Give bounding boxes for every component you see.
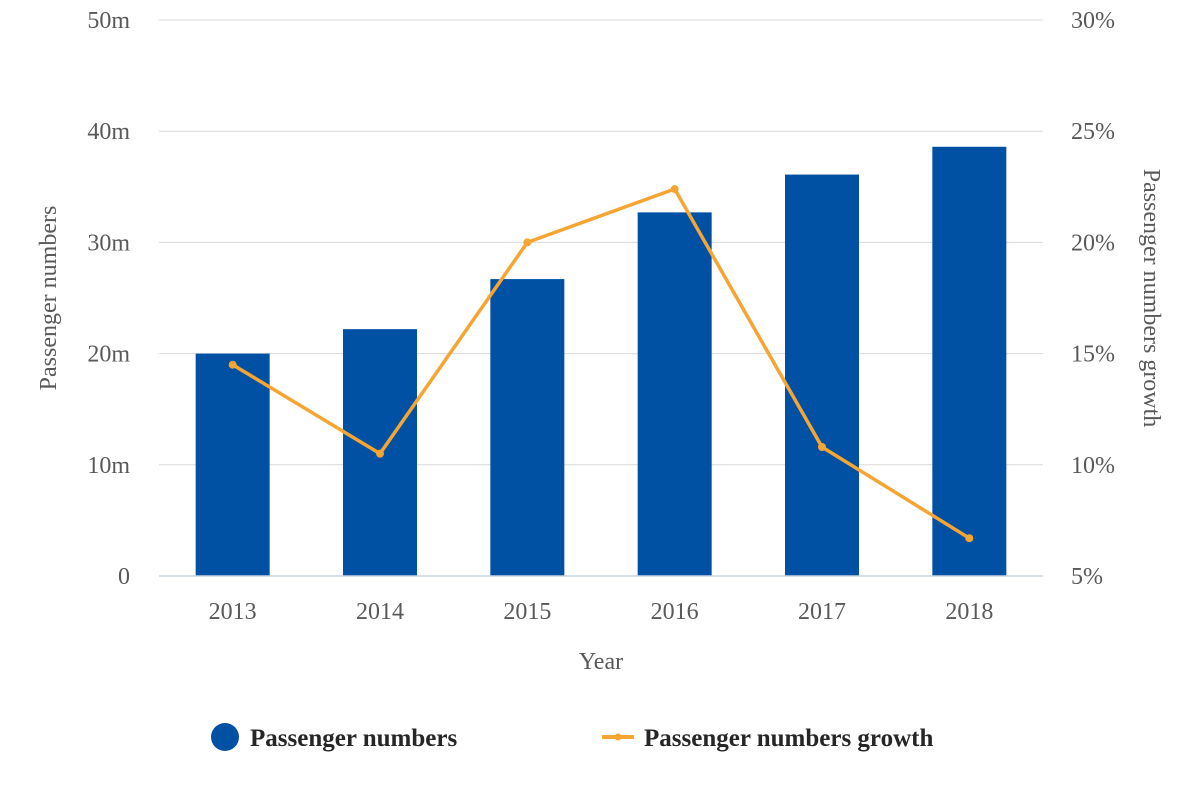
- y2-tick-label: 10%: [1071, 453, 1115, 479]
- line-point: [965, 534, 974, 543]
- y-axis-title: Passenger numbers: [36, 206, 62, 391]
- y-tick-label: 10m: [87, 453, 130, 479]
- y2-tick-label: 25%: [1071, 119, 1115, 145]
- line-point: [670, 185, 679, 194]
- line-series-passenger-numbers-growth: [228, 185, 974, 543]
- line-point: [376, 449, 384, 458]
- bar: [932, 146, 1007, 576]
- x-tick-label: 2018: [945, 599, 993, 625]
- y2-tick-label: 30%: [1071, 8, 1115, 34]
- bar: [490, 279, 565, 576]
- y-tick-label: 20m: [87, 342, 130, 368]
- y-tick-label: 40m: [87, 119, 130, 145]
- x-tick-label: 2016: [651, 599, 699, 625]
- legend-label-passenger-numbers: Passenger numbers: [250, 725, 457, 752]
- bar: [785, 174, 859, 576]
- y2-tick-label: 15%: [1071, 342, 1115, 368]
- x-axis-title: Year: [579, 649, 623, 675]
- legend: Passenger numbers Passenger numbers grow…: [211, 723, 933, 752]
- x-tick-label: 2017: [798, 599, 846, 625]
- line-point: [818, 443, 826, 452]
- bar: [195, 353, 270, 576]
- x-tick-label: 2015: [503, 599, 551, 625]
- line-point: [523, 238, 532, 247]
- line-point: [228, 360, 237, 369]
- y2-tick-label: 5%: [1071, 564, 1103, 590]
- y2-tick-label: 20%: [1071, 230, 1115, 256]
- y-tick-label: 50m: [87, 8, 130, 34]
- bar-series-passenger-numbers: [195, 146, 1007, 576]
- y-tick-label: 30m: [87, 230, 130, 256]
- x-tick-label: 2014: [356, 599, 404, 625]
- y-tick-label: 0: [118, 564, 130, 590]
- x-tick-label: 2013: [209, 599, 257, 625]
- bar: [637, 212, 712, 576]
- legend-marker-passenger-numbers-growth: [614, 733, 622, 741]
- legend-label-passenger-numbers-growth: Passenger numbers growth: [644, 725, 933, 752]
- gridlines: [159, 19, 1043, 466]
- y2-axis-title: Passenger numbers growth: [1138, 169, 1164, 428]
- legend-swatch-passenger-numbers: [211, 723, 239, 751]
- axes: 0 5% 10m 10% 20m 15% 30m 20% 40m 25% 50m 30% 2013 201…: [87, 8, 1115, 625]
- growth-line: [231, 187, 971, 540]
